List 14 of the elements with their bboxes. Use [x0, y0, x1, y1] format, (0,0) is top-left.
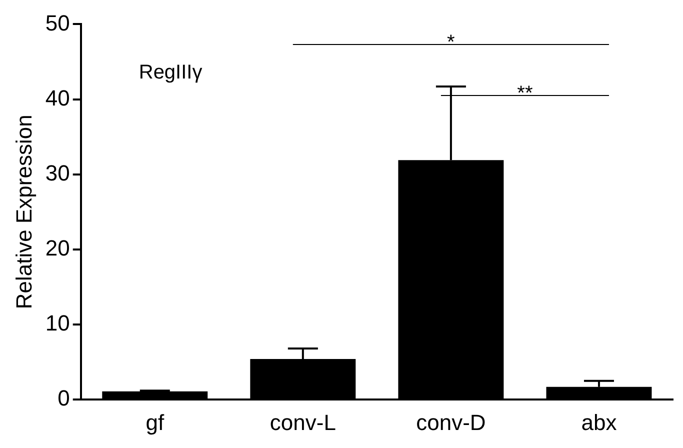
x-tick-label: gf	[146, 410, 165, 435]
annotation: *	[447, 31, 456, 54]
y-tick-label: 10	[45, 310, 70, 336]
x-tick-label: conv-D	[416, 410, 486, 435]
annotation: RegIIIγ	[138, 62, 202, 84]
x-tick-label: conv-L	[270, 410, 336, 435]
y-tick-label: 40	[45, 85, 70, 110]
y-tick-label: 30	[45, 160, 70, 186]
y-axis-title: Relative Expression	[11, 114, 36, 310]
x-tick-label: abx	[581, 410, 617, 435]
y-tick-label: 50	[45, 10, 70, 36]
y-tick-label: 0	[58, 386, 70, 411]
y-tick-label: 20	[45, 236, 70, 261]
annotation: **	[517, 82, 533, 105]
